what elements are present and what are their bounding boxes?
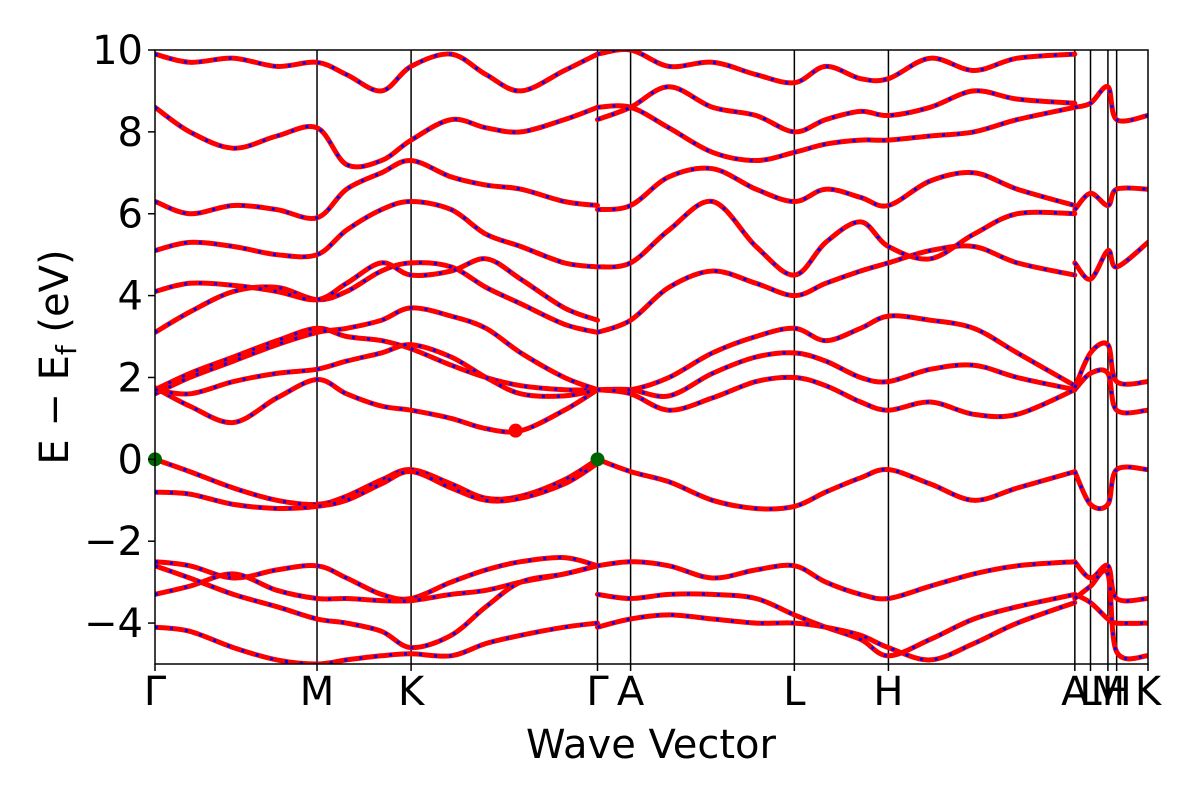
- plot-frame: [154, 49, 1149, 665]
- band-line-spin-up: [595, 165, 1078, 213]
- band-line-spin-down: [1073, 241, 1148, 281]
- band-line-spin-up: [1072, 239, 1148, 282]
- y-tick-label: −4: [84, 601, 143, 647]
- y-axis-label-unit: (eV): [32, 249, 78, 345]
- band-line-spin-up: [595, 198, 1078, 278]
- band-line-spin-up: [1072, 464, 1148, 512]
- bands: [155, 50, 1148, 664]
- band-line-spin-down: [597, 199, 1075, 277]
- band-line-spin-down: [155, 105, 599, 169]
- band-line-spin-down: [155, 306, 599, 396]
- band-line-spin-up: [155, 563, 600, 604]
- band-line-spin-up: [1072, 185, 1148, 213]
- vbm-marker: [590, 452, 605, 467]
- x-tick-label: K: [398, 669, 426, 715]
- y-tick-label: 0: [118, 437, 143, 483]
- band-line-spin-up: [595, 350, 1078, 399]
- band-line-spin-up: [155, 157, 600, 222]
- y-tick-label: 6: [118, 192, 143, 238]
- y-tick-label: 4: [118, 274, 143, 320]
- y-ticks: −4 −2 0 2 4 6 8 10: [84, 28, 155, 647]
- band-line-spin-up: [155, 305, 600, 397]
- x-tick-label: M: [1091, 669, 1126, 715]
- band-line-spin-up: [595, 313, 1078, 394]
- x-tick-label: A: [617, 669, 645, 715]
- band-line-spin-down: [1073, 560, 1148, 603]
- band-line-spin-up: [155, 460, 600, 512]
- band-line-spin-down: [597, 560, 1075, 601]
- band-line-spin-up: [155, 620, 600, 664]
- band-line-spin-up: [155, 325, 600, 393]
- extrema-markers: [148, 423, 605, 467]
- band-line-spin-up: [155, 563, 600, 651]
- y-tick-label: 8: [118, 110, 143, 156]
- band-line-spin-up: [595, 243, 1078, 335]
- y-tick-label: 10: [92, 28, 143, 74]
- band-line-spin-down: [1073, 569, 1148, 661]
- kpoint-lines: [316, 50, 1118, 664]
- band-line-spin-down: [597, 375, 1076, 419]
- band-line-spin-up: [155, 51, 600, 94]
- band-line-spin-up: [595, 84, 1078, 135]
- x-tick-label: M: [300, 669, 335, 715]
- band-line-spin-up: [155, 199, 600, 270]
- band-line-spin-up: [155, 260, 600, 335]
- band-line-spin-up: [155, 342, 600, 399]
- y-tick-label: 2: [118, 355, 143, 401]
- x-tick-label: L: [1079, 669, 1102, 715]
- band-line-spin-down: [1073, 341, 1148, 389]
- y-axis-label-main: E − E: [32, 355, 78, 465]
- x-tick-label: Γ: [586, 669, 609, 715]
- x-axis-label: Wave Vector: [526, 722, 777, 768]
- x-tick-label: K: [1135, 669, 1163, 715]
- band-line-spin-down: [1073, 186, 1148, 211]
- band-line-spin-down: [155, 564, 598, 603]
- x-tick-label: H: [873, 669, 903, 715]
- band-line-spin-up: [1072, 84, 1148, 124]
- y-axis-label: E − Ef (eV): [32, 249, 83, 464]
- band-line-spin-down: [155, 257, 599, 322]
- band-line-spin-up: [155, 104, 600, 170]
- band-line-spin-down: [597, 104, 1076, 163]
- band-line-spin-up: [1072, 568, 1148, 662]
- x-tick-label: Γ: [144, 669, 167, 715]
- band-line-spin-down: [596, 244, 1076, 334]
- y-tick-label: −2: [84, 519, 143, 565]
- band-line-spin-up: [595, 591, 1078, 659]
- band-line-spin-up: [595, 600, 1078, 663]
- band-line-spin-down: [1074, 593, 1148, 625]
- x-tick-label: H: [1102, 669, 1132, 715]
- band-line-spin-up: [155, 554, 600, 602]
- y-axis-label-subscript: f: [50, 344, 83, 355]
- x-tick-label: A: [1061, 669, 1089, 715]
- band-line-spin-up: [595, 456, 1078, 512]
- x-tick-label: L: [783, 669, 806, 715]
- band-line-spin-down: [1073, 368, 1148, 415]
- cbm-marker: [508, 423, 523, 438]
- band-line-spin-down: [597, 50, 1075, 85]
- band-line-spin-down: [597, 592, 1076, 658]
